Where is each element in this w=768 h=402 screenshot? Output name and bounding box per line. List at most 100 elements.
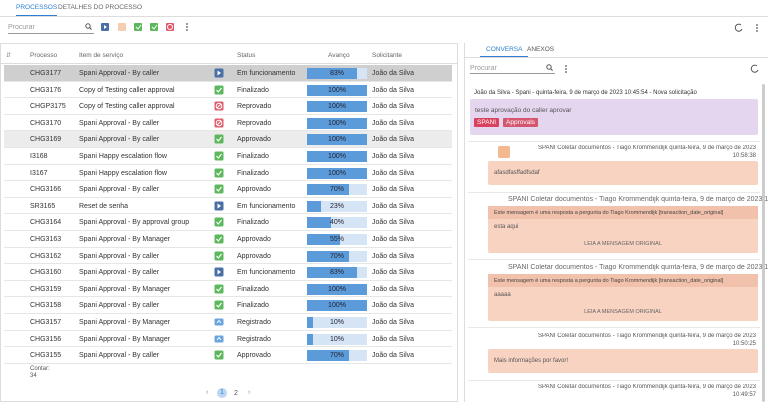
- service-item: Spani Approval - By approval group: [79, 219, 190, 227]
- quote: Este mensagem é uma resposta a pergunta …: [488, 274, 758, 287]
- process-id: CHG3169: [30, 136, 62, 144]
- prev-page[interactable]: ‹: [206, 389, 209, 396]
- progress-label: 83%: [329, 269, 344, 277]
- table-row[interactable]: I3168 Spani Happy escalation flow Finaliza…: [4, 148, 452, 165]
- read-original[interactable]: LEIA A MENSAGEM ORIGINAL: [584, 241, 662, 247]
- progress-label: 70%: [329, 186, 344, 194]
- page[interactable]: 2: [234, 390, 238, 397]
- progress-fill: [307, 234, 340, 245]
- progress-fill: [307, 200, 321, 212]
- progress-fill: [307, 250, 349, 262]
- progress-label: 100%: [328, 169, 346, 177]
- table-row[interactable]: CHG3164 Spani Approval - By approval grou…: [4, 214, 452, 231]
- message-time: 10:49:57: [732, 392, 756, 398]
- table-row[interactable]: SR3165 Reset de senha Em funcionamento 23% J…: [4, 197, 452, 215]
- top-actions[interactable]: [734, 23, 764, 33]
- message-box: teste aprovação do caller aprovar SPANI Ap…: [470, 99, 758, 135]
- column-menu[interactable]: ⇵: [6, 53, 12, 59]
- search[interactable]: Procurar: [8, 20, 94, 34]
- message-box: Este mensagem é uma resposta a pergunta …: [488, 274, 758, 321]
- progress-fill: [307, 217, 331, 229]
- service-item: Spani Happy escalation flow: [79, 169, 167, 177]
- message-header: SPANI Coletar documentos - Tiago Krommen…: [508, 196, 768, 203]
- count-label: Contar:: [30, 366, 50, 372]
- status: Approvado: [237, 352, 271, 360]
- status-icon: [214, 101, 224, 111]
- message-text: aaaaa: [494, 292, 511, 298]
- conversation-panel: [464, 43, 768, 402]
- progress-bar: 100%: [307, 101, 367, 113]
- table-row[interactable]: I3167 Spani Happy escalation flow Finaliza…: [4, 164, 452, 182]
- service-item: Spani Approval - By Manager: [79, 236, 171, 243]
- message-box: Mais informações por favor!: [488, 349, 758, 373]
- table-row[interactable]: CHG3157 Spani Approval - By Manager Regist…: [4, 314, 452, 331]
- process-id: I3168: [30, 153, 48, 160]
- status-icon: [214, 251, 224, 261]
- quote: Este mensagem é uma resposta a pergunta …: [488, 206, 758, 219]
- progress-label: 100%: [328, 119, 346, 127]
- table-row[interactable]: CHGP3175 Copy of Testing caller approval R…: [4, 98, 452, 115]
- scrollbar[interactable]: [762, 84, 765, 402]
- progress-bar: 10%: [307, 333, 367, 345]
- progress-label: 23%: [329, 202, 344, 210]
- message-time: 10:50:25: [732, 341, 756, 347]
- table-row[interactable]: CHG3163 Spani Approval - By Manager Approv…: [4, 231, 452, 248]
- status-icon: [214, 168, 224, 178]
- next-page[interactable]: ›: [248, 389, 251, 396]
- process-id: CHG3157: [30, 319, 62, 326]
- column-header: Status: [237, 52, 256, 59]
- progress-bar: 23%: [307, 200, 367, 212]
- progress-bar: 100%: [307, 151, 367, 162]
- requester: João da Silva: [372, 70, 415, 77]
- service-item: Copy of Testing caller approval: [79, 86, 175, 94]
- service-item: Spani Approval - By caller: [79, 269, 160, 277]
- status-icon: [214, 300, 224, 310]
- progress-label: 100%: [328, 153, 346, 160]
- table-row[interactable]: CHG3156 Spani Approval - By Manager Regist…: [4, 330, 452, 348]
- table-row[interactable]: CHG3170 Spani Approval - By caller Reprova…: [4, 114, 452, 132]
- separator: [468, 380, 760, 381]
- count: 34: [30, 373, 37, 379]
- message-header: SPANI Coletar documentos - Tiago Krommen…: [538, 333, 756, 339]
- separator: [468, 259, 760, 260]
- table-row[interactable]: CHG3176 Copy of Testing caller approval Fi…: [4, 81, 452, 99]
- table-row[interactable]: CHG3160 Spani Approval - By caller Em func…: [4, 264, 452, 281]
- table-row[interactable]: CHG3162 Spani Approval - By caller Approva…: [4, 247, 452, 265]
- search[interactable]: Procurar: [470, 61, 555, 74]
- table-row[interactable]: CHG3177 Spani Approval - By caller Em func…: [4, 65, 452, 82]
- progress-fill: [307, 101, 367, 113]
- table-row[interactable]: CHG3159 Spani Approval - By Manager Finali…: [4, 280, 452, 298]
- requester: João da Silva: [372, 103, 415, 111]
- status-icon: [214, 284, 224, 294]
- progress-fill: [307, 184, 349, 196]
- table-row[interactable]: CHG3158 Spani Approval - By caller Finaliz…: [4, 297, 452, 314]
- progress-bar: 40%: [307, 217, 367, 229]
- side-tab[interactable]: ANEXOS: [527, 46, 555, 53]
- process-id: CHG3176: [30, 86, 62, 94]
- read-original[interactable]: LEIA A MENSAGEM ORIGINAL: [584, 309, 662, 315]
- table-row[interactable]: CHG3166 Spani Approval - By caller Approva…: [4, 181, 452, 198]
- separator: [468, 327, 760, 328]
- progress-fill: [307, 317, 313, 328]
- toolbar-icons[interactable]: [100, 22, 195, 34]
- message-text: esta aqui: [494, 224, 519, 230]
- refresh[interactable]: [750, 64, 760, 74]
- status: Reprovado: [237, 119, 272, 127]
- process-id: CHG3177: [30, 70, 62, 77]
- progress-fill: [307, 167, 367, 179]
- table-row[interactable]: CHG3155 Spani Approval - By caller Approva…: [4, 347, 452, 364]
- process-id: SR3165: [30, 202, 56, 210]
- process-id: CHG3164: [30, 219, 62, 227]
- progress-fill: [307, 267, 357, 279]
- service-item: Reset de senha: [79, 202, 129, 210]
- table-row[interactable]: CHG3169 Spani Approval - By caller Approva…: [4, 131, 452, 148]
- tab[interactable]: DETALHES DO PROCESSO: [58, 4, 143, 11]
- process-id: CHG3166: [30, 186, 62, 194]
- menu[interactable]: [562, 64, 570, 74]
- progress-fill: [307, 84, 367, 96]
- page[interactable]: 1: [217, 388, 227, 398]
- progress-fill: [307, 283, 367, 295]
- process-id: CHG3170: [30, 119, 62, 127]
- status-icon: [214, 335, 224, 343]
- requester: João da Silva: [372, 319, 415, 326]
